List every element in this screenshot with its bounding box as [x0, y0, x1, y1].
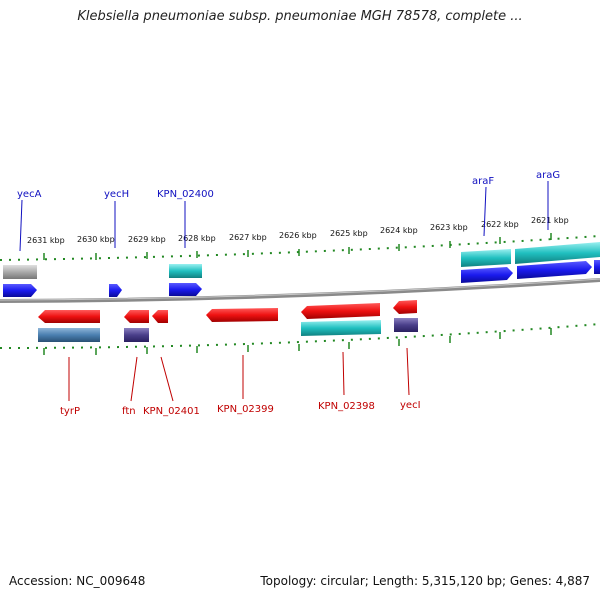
ruler-label: 2621 kbp [531, 216, 569, 225]
gene-label[interactable]: KPN_02401 [143, 406, 200, 417]
upper-ruler-labels: 2631 kbp 2630 kbp 2629 kbp 2628 kbp 2627… [27, 216, 569, 245]
ruler-label: 2629 kbp [128, 235, 166, 244]
gene-label[interactable]: ftn [122, 406, 136, 417]
gene-label[interactable]: araF [472, 176, 494, 187]
feature-cyan[interactable] [515, 242, 600, 264]
ruler-label: 2627 kbp [229, 233, 267, 242]
bottom-gene-labels: tyrP ftn KPN_02401 KPN_02399 KPN_02398 y… [60, 347, 421, 417]
gene-arrow-reverse[interactable] [206, 308, 278, 322]
gene-label[interactable]: araG [536, 170, 560, 181]
ruler-label: 2622 kbp [481, 220, 519, 229]
feature-cyan[interactable] [301, 320, 381, 336]
feature-gray[interactable] [3, 265, 37, 279]
lower-ruler-ticks [43, 328, 552, 355]
gene-arrow-reverse[interactable] [301, 303, 380, 319]
gene-label[interactable]: KPN_02400 [157, 189, 214, 200]
gene-arrow-reverse[interactable] [393, 300, 417, 314]
gene-arrow-reverse[interactable] [152, 310, 168, 323]
gene-arrow-reverse[interactable] [38, 310, 100, 323]
chromosome-backbone-highlight [0, 278, 600, 301]
gene-arrow-forward[interactable] [109, 284, 122, 297]
gene-arrow-forward[interactable] [594, 260, 600, 274]
ruler-label: 2631 kbp [27, 236, 65, 245]
ruler-label: 2628 kbp [178, 234, 216, 243]
chromosome-backbone [0, 278, 600, 303]
ruler-label: 2625 kbp [330, 229, 368, 238]
page-title: Klebsiella pneumoniae subsp. pneumoniae … [77, 9, 523, 24]
gene-label[interactable]: KPN_02399 [217, 404, 274, 415]
gene-arrow-reverse[interactable] [124, 310, 149, 323]
gene-label[interactable]: yecH [104, 189, 129, 200]
upper-ruler-ticks [43, 233, 552, 260]
ruler-label: 2630 kbp [77, 235, 115, 244]
forward-strand-features [3, 242, 600, 297]
gene-label[interactable]: KPN_02398 [318, 401, 375, 412]
ruler-label: 2624 kbp [380, 226, 418, 235]
ruler-label: 2626 kbp [279, 231, 317, 240]
genome-summary-text: Topology: circular; Length: 5,315,120 bp… [260, 574, 590, 588]
feature-purple[interactable] [124, 328, 149, 342]
feature-purple[interactable] [394, 318, 418, 332]
accession-text: Accession: NC_009648 [9, 574, 146, 588]
gene-label[interactable]: tyrP [60, 406, 80, 417]
gene-arrow-forward[interactable] [517, 261, 592, 279]
top-gene-labels: yecA yecH KPN_02400 araF araG [17, 170, 560, 252]
gene-label[interactable]: yecI [400, 400, 421, 411]
gene-arrow-forward[interactable] [3, 284, 37, 297]
reverse-strand-features [38, 300, 418, 342]
gene-arrow-forward[interactable] [461, 267, 513, 283]
gene-label[interactable]: yecA [17, 189, 42, 200]
feature-cyan[interactable] [169, 264, 202, 278]
gene-arrow-forward[interactable] [169, 283, 202, 296]
ruler-label: 2623 kbp [430, 223, 468, 232]
feature-steel[interactable] [38, 328, 100, 342]
feature-cyan[interactable] [461, 249, 511, 267]
